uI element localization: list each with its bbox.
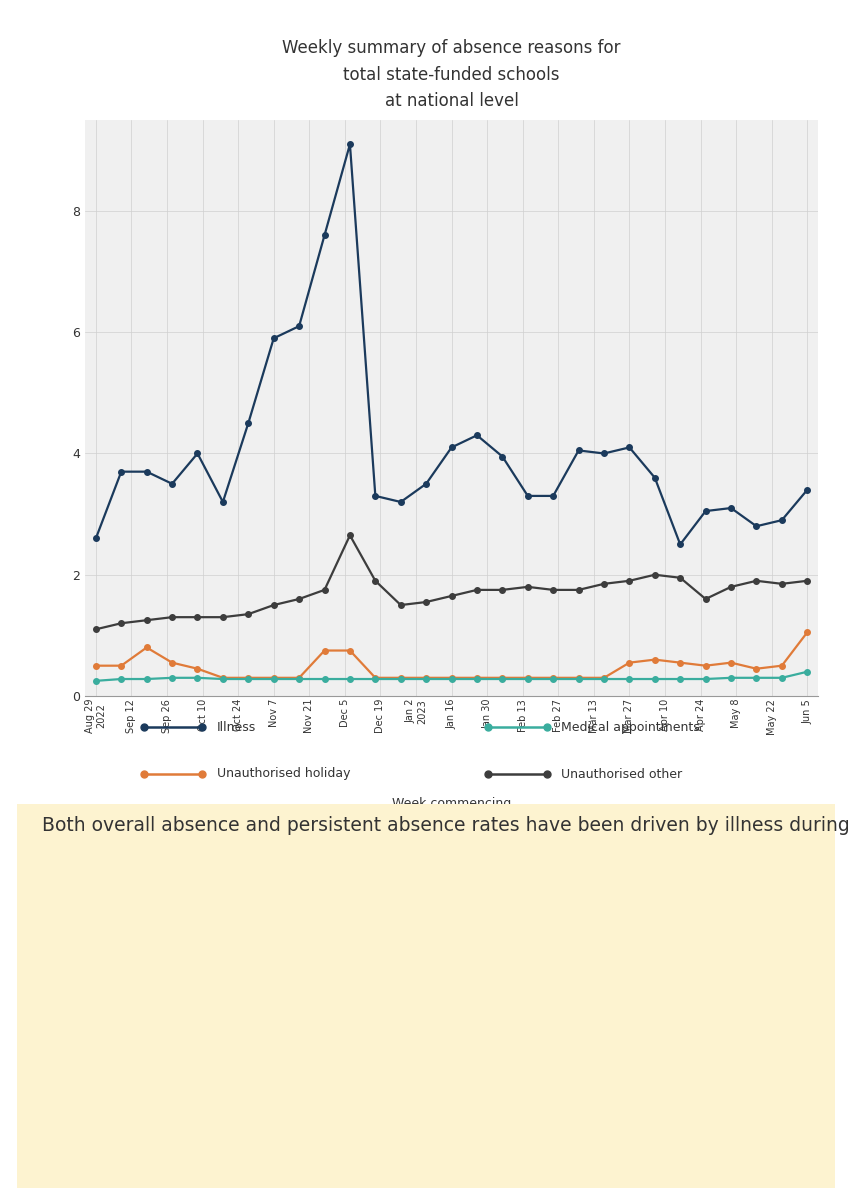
Text: Unauthorised holiday: Unauthorised holiday (217, 768, 350, 780)
FancyBboxPatch shape (17, 804, 835, 1188)
Text: Medical appointments: Medical appointments (561, 721, 700, 733)
X-axis label: Week commencing: Week commencing (392, 797, 511, 810)
Title: Weekly summary of absence reasons for
total state-funded schools
at national lev: Weekly summary of absence reasons for to… (282, 40, 621, 110)
Text: Both overall absence and persistent absence rates have been driven by illness du: Both overall absence and persistent abse… (42, 816, 852, 834)
Text: Illness: Illness (217, 721, 256, 733)
Text: Unauthorised other: Unauthorised other (561, 768, 682, 780)
